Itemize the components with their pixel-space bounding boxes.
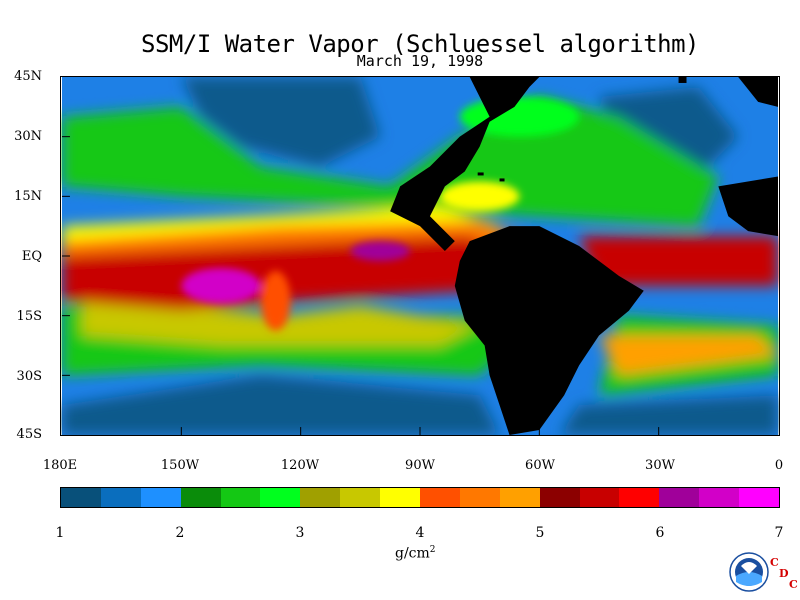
colorbar-segment xyxy=(579,488,620,507)
units-exponent: 2 xyxy=(429,545,436,555)
orange-band-south-atlantic xyxy=(599,335,778,376)
lon-label-0: 0 xyxy=(774,458,784,473)
colorbar-label-6: 6 xyxy=(655,525,665,541)
hispaniola xyxy=(499,178,505,182)
lat-label-eq: EQ xyxy=(21,249,42,264)
greenland-edge xyxy=(678,77,687,83)
storm-spiral xyxy=(260,270,291,331)
europe xyxy=(738,77,778,107)
colorbar-segment xyxy=(140,488,181,507)
colorbar-segment xyxy=(659,488,700,507)
africa xyxy=(718,176,778,237)
dry-region-north-pacific xyxy=(181,77,381,167)
colorbar-label-5: 5 xyxy=(535,525,545,541)
colorbar-segment xyxy=(300,488,341,507)
colorbar-segment xyxy=(380,488,421,507)
colorbar-segment xyxy=(260,488,301,507)
colorbar-segment xyxy=(100,488,141,507)
map-ticks xyxy=(61,136,660,435)
lat-label-15s: 15S xyxy=(16,309,42,324)
colorbar-label-2: 2 xyxy=(175,525,185,541)
map-canvas xyxy=(61,77,778,435)
colorbar-units: g/cm2 xyxy=(395,542,436,562)
dry-region-south-atlantic xyxy=(559,395,778,435)
colorbar-segment xyxy=(340,488,381,507)
colorbar-segment xyxy=(619,488,660,507)
colorbar-segment xyxy=(539,488,580,507)
caribbean-moisture xyxy=(439,181,520,212)
colorbar-segment xyxy=(499,488,540,507)
vapor-detail xyxy=(181,96,580,331)
south-america xyxy=(454,226,644,435)
units-text: g/cm xyxy=(395,545,430,562)
cuba xyxy=(477,172,484,176)
dry-region-south-pacific xyxy=(62,375,500,435)
colorbar-segment xyxy=(61,488,101,507)
colorbar-segment xyxy=(420,488,460,507)
lon-label-60w: 60W xyxy=(525,458,555,473)
colorbar-segment xyxy=(739,488,780,507)
north-america xyxy=(285,77,540,252)
colorbar-segment xyxy=(459,488,500,507)
lat-label-30n: 30N xyxy=(14,129,42,144)
chart-date: March 19, 1998 xyxy=(356,52,484,70)
lon-label-180e: 180E xyxy=(42,458,78,473)
lon-label-120w: 120W xyxy=(280,458,320,473)
lon-label-150w: 150W xyxy=(160,458,200,473)
colorbar-segment xyxy=(699,488,740,507)
red-core-atlantic xyxy=(579,236,778,286)
lat-label-45n: 45N xyxy=(14,69,42,84)
lon-label-30w: 30W xyxy=(645,458,675,473)
lat-label-45s: 45S xyxy=(16,427,42,442)
cdc-mark: C D C xyxy=(770,556,800,596)
colorbar-segment xyxy=(180,488,221,507)
purple-peak-east xyxy=(350,241,411,261)
colorbar-label-1: 1 xyxy=(55,525,65,541)
colorbar-segment xyxy=(220,488,261,507)
magenta-peak-west xyxy=(181,267,261,304)
lat-label-30s: 30S xyxy=(16,369,42,384)
lon-label-90w: 90W xyxy=(405,458,435,473)
noaa-logo xyxy=(729,552,769,592)
colorbar-label-4: 4 xyxy=(415,525,425,541)
cdc-letter-c2: C xyxy=(789,578,798,591)
cdc-letter-d: D xyxy=(779,567,789,580)
water-vapor-map xyxy=(60,76,780,436)
colorbar-label-7: 7 xyxy=(774,525,784,541)
landmasses xyxy=(285,77,778,435)
lat-label-15n: 15N xyxy=(14,189,42,204)
chart-title: SSM/I Water Vapor (Schluessel algorithm) xyxy=(141,30,699,58)
colorbar xyxy=(60,487,780,508)
cdc-letter-c1: C xyxy=(770,556,779,569)
colorbar-label-3: 3 xyxy=(295,525,305,541)
